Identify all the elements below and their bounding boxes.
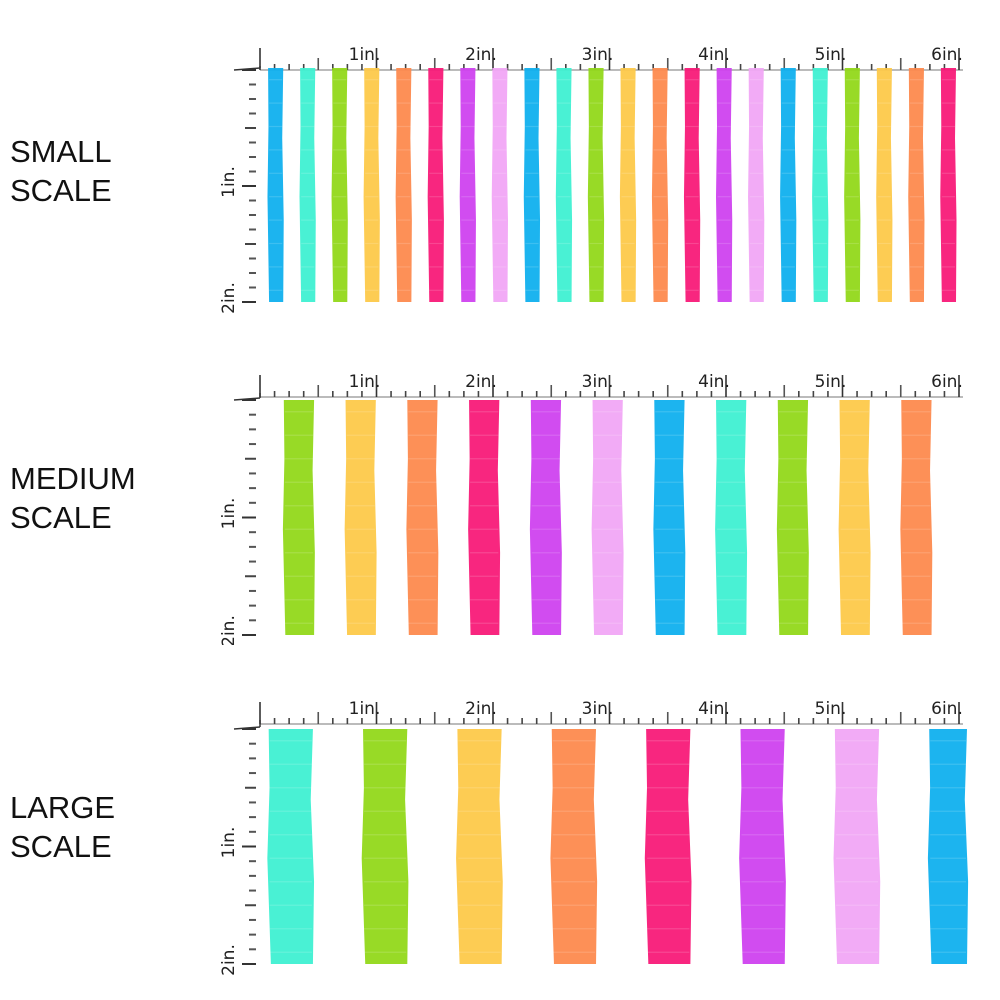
stripe-lime	[587, 68, 605, 302]
medium-top-ruler-label: 4in.	[698, 372, 730, 392]
small-top-ruler-label: 3in.	[582, 45, 614, 65]
stripe-lilac	[591, 400, 624, 635]
medium-top-ruler-label: 5in.	[815, 372, 847, 392]
stripe-lime	[361, 729, 409, 964]
medium-top-ruler-label: 1in.	[349, 372, 381, 392]
large-scale-title-line2: SCALE	[10, 829, 112, 864]
medium-scale-swatch: 1in. 2in. 3in. 4in. 5in. 6in. 1in. 2in.	[219, 372, 963, 645]
large-scale-title: LARGE SCALE	[10, 788, 115, 866]
stripe-yellow	[456, 729, 503, 964]
stripe-blue	[927, 729, 969, 964]
stripe-orange	[651, 68, 669, 302]
stripe-blue	[653, 400, 686, 635]
medium-scale-title-line1: MEDIUM	[10, 461, 136, 496]
medium-left-ruler-label: 2in.	[219, 615, 239, 645]
stripe-aqua	[555, 68, 573, 302]
stripe-yellow	[838, 400, 871, 635]
small-left-ruler: 1in. 2in.	[219, 66, 261, 314]
large-scale-swatch: 1in. 2in. 3in. 4in. 5in. 6in. 1in. 2in.	[219, 699, 969, 976]
large-left-ruler-label: 2in.	[219, 944, 239, 976]
large-top-ruler-label: 2in.	[465, 699, 497, 719]
stripe-lime	[844, 68, 861, 302]
large-left-ruler-label: 1in.	[219, 827, 239, 859]
large-top-ruler-label: 6in.	[931, 699, 963, 719]
small-top-ruler-label: 5in.	[815, 45, 847, 65]
large-top-ruler-label: 4in.	[698, 699, 730, 719]
large-top-ruler-label: 1in.	[349, 699, 381, 719]
large-scale-title-line1: LARGE	[10, 790, 116, 825]
stripe-orange	[908, 68, 925, 302]
stripe-blue	[267, 68, 284, 302]
stripe-orange	[550, 729, 598, 964]
stripe-lime	[331, 68, 348, 302]
stripe-yellow	[876, 68, 893, 302]
large-stripes	[267, 729, 969, 964]
medium-top-ruler: 1in. 2in. 3in. 4in. 5in. 6in.	[259, 372, 963, 397]
medium-top-ruler-label: 3in.	[582, 372, 614, 392]
small-scale-swatch: 1in. 2in. 3in. 4in. 5in. 6in. 1in. 2in.	[219, 45, 963, 314]
large-top-ruler-label: 5in.	[815, 699, 847, 719]
panel-medium-scale: MEDIUM SCALE 1in. 2in. 3in. 4in. 5in. 6in. 1in…	[0, 355, 1000, 645]
medium-stripes	[282, 400, 933, 635]
small-scale-title-line2: SCALE	[10, 173, 112, 208]
stripe-orange	[900, 400, 933, 635]
medium-left-ruler-label: 1in.	[219, 498, 239, 530]
medium-scale-title-line2: SCALE	[10, 500, 112, 535]
small-top-ruler: 1in. 2in. 3in. 4in. 5in. 6in.	[259, 45, 963, 70]
stripe-lilac	[748, 68, 765, 302]
stripe-purple	[529, 400, 562, 635]
large-left-ruler: 1in. 2in.	[219, 720, 261, 976]
stripe-lime	[282, 400, 315, 635]
stripe-orange	[395, 68, 412, 302]
medium-left-ruler: 1in. 2in.	[219, 393, 261, 645]
stripe-aqua	[299, 68, 316, 302]
small-top-ruler-label: 1in.	[349, 45, 381, 65]
stripe-lilac	[491, 68, 508, 302]
small-top-ruler-label: 4in.	[698, 45, 730, 65]
stripe-pink	[468, 400, 501, 635]
small-left-ruler-label: 2in.	[219, 282, 239, 314]
small-scale-title-line1: SMALL	[10, 134, 112, 169]
small-stripes	[267, 68, 957, 302]
small-top-ruler-label: 2in.	[465, 45, 497, 65]
stripe-pink	[940, 68, 957, 302]
stripe-blue	[523, 68, 541, 302]
stripe-pink	[683, 68, 701, 302]
medium-top-ruler-label: 2in.	[465, 372, 497, 392]
small-top-ruler-label: 6in.	[931, 45, 963, 65]
small-scale-title: SMALL SCALE	[10, 132, 112, 210]
stripe-yellow	[619, 68, 637, 302]
medium-top-ruler-label: 6in.	[931, 372, 963, 392]
large-top-ruler-label: 3in.	[582, 699, 614, 719]
panel-large-scale: LARGE SCALE 1in. 2in. 3in. 4in. 5in. 6in. 1in.…	[0, 676, 1000, 976]
stripe-orange	[406, 400, 439, 635]
small-left-ruler-label: 1in.	[219, 166, 239, 198]
medium-scale-title: MEDIUM SCALE	[10, 459, 136, 537]
stripe-pink	[427, 68, 444, 302]
stripe-yellow	[344, 400, 377, 635]
stripe-aqua	[267, 729, 315, 964]
stripe-aqua	[715, 400, 748, 635]
stripe-yellow	[363, 68, 380, 302]
stripe-blue	[780, 68, 797, 302]
stripe-purple	[739, 729, 786, 964]
large-top-ruler: 1in. 2in. 3in. 4in. 5in. 6in.	[259, 699, 963, 724]
panel-small-scale: SMALL SCALE 1in. 2in. 3in. 4in. 5in. 6in. 1in.…	[0, 40, 1000, 320]
stripe-pink	[644, 729, 692, 964]
stripe-lilac	[833, 729, 881, 964]
stripe-lime	[776, 400, 809, 635]
stripe-aqua	[812, 68, 829, 302]
stripe-purple	[716, 68, 733, 302]
stripe-purple	[459, 68, 476, 302]
